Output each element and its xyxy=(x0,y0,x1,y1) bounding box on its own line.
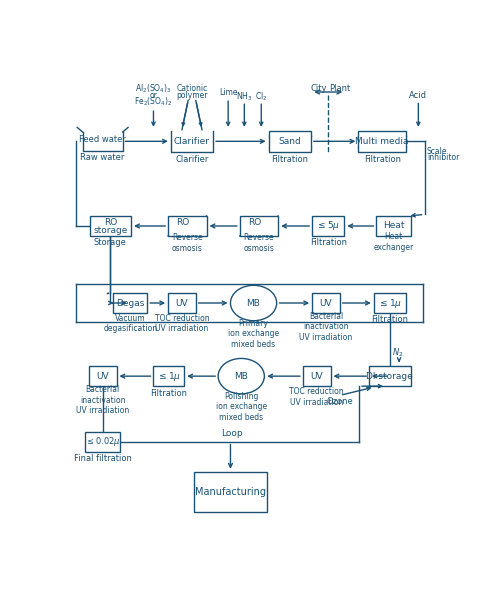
Text: Cationic: Cationic xyxy=(176,85,208,94)
Bar xyxy=(312,216,344,236)
Bar xyxy=(303,366,330,386)
Text: inhibitor: inhibitor xyxy=(427,153,459,162)
Bar xyxy=(154,366,184,386)
Text: Clarifier: Clarifier xyxy=(174,137,210,146)
Text: UV: UV xyxy=(96,371,109,380)
Bar xyxy=(89,366,116,386)
Text: DI storage: DI storage xyxy=(366,371,413,380)
Text: Filtration: Filtration xyxy=(364,155,401,164)
Bar xyxy=(369,366,410,386)
Text: UV: UV xyxy=(310,371,323,380)
Text: storage: storage xyxy=(93,226,128,235)
Bar xyxy=(168,216,207,236)
Text: Lime: Lime xyxy=(219,88,238,97)
Text: $N_2$: $N_2$ xyxy=(392,347,403,359)
Ellipse shape xyxy=(230,285,276,321)
Text: MB: MB xyxy=(246,298,261,307)
Text: TOC reduction
UV irradiation: TOC reduction UV irradiation xyxy=(155,314,209,334)
Text: UV: UV xyxy=(176,298,188,307)
Text: Loop: Loop xyxy=(221,430,243,439)
Text: MB: MB xyxy=(234,371,248,380)
Text: Feed water: Feed water xyxy=(79,135,126,144)
Bar xyxy=(113,293,147,313)
Text: $\leq 0.02\mu$: $\leq 0.02\mu$ xyxy=(85,435,121,448)
Text: $\mathregular{Fe_2(SO_4)_2}$: $\mathregular{Fe_2(SO_4)_2}$ xyxy=(135,96,173,108)
Text: $\leq 1\mu$: $\leq 1\mu$ xyxy=(378,296,402,310)
Text: Degas: Degas xyxy=(116,298,144,307)
Text: or: or xyxy=(150,91,158,100)
Text: RO: RO xyxy=(104,218,117,227)
Text: $\mathregular{Al_2(SO_4)_3}$: $\mathregular{Al_2(SO_4)_3}$ xyxy=(135,83,172,95)
Text: TOC reduction
UV irradiation: TOC reduction UV irradiation xyxy=(289,387,344,407)
Bar xyxy=(374,293,406,313)
Text: Acid: Acid xyxy=(409,91,427,100)
Text: Sand: Sand xyxy=(278,137,301,146)
Bar xyxy=(240,216,278,236)
Text: RO: RO xyxy=(247,218,261,227)
Text: RO: RO xyxy=(176,218,190,227)
Text: Primary
ion exchange
mixed beds: Primary ion exchange mixed beds xyxy=(228,319,279,349)
Text: Bacterial
inactivation
UV irradiation: Bacterial inactivation UV irradiation xyxy=(76,385,129,415)
Text: Reverse
osmosis: Reverse osmosis xyxy=(244,233,274,253)
Text: Clarifier: Clarifier xyxy=(175,155,209,164)
Text: polymer: polymer xyxy=(176,91,208,100)
Text: Heat
exchanger: Heat exchanger xyxy=(374,232,414,252)
Text: UV: UV xyxy=(320,298,332,307)
Ellipse shape xyxy=(218,358,264,394)
Text: Vacuum
degasification: Vacuum degasification xyxy=(103,314,158,334)
Text: $\leq 1\mu$: $\leq 1\mu$ xyxy=(157,370,181,383)
Text: Scale: Scale xyxy=(427,147,447,156)
Text: Raw water: Raw water xyxy=(81,153,125,162)
Text: Reverse
osmosis: Reverse osmosis xyxy=(172,233,203,253)
Text: Filtration: Filtration xyxy=(150,389,188,398)
Bar xyxy=(85,431,120,452)
Text: $\mathregular{Cl_2}$: $\mathregular{Cl_2}$ xyxy=(255,91,268,103)
Text: Filtration: Filtration xyxy=(271,155,308,164)
Bar xyxy=(377,216,411,236)
Text: Filtration: Filtration xyxy=(371,316,409,325)
Text: $\mathregular{NH_3}$: $\mathregular{NH_3}$ xyxy=(236,91,252,103)
Text: Plant: Plant xyxy=(329,85,351,94)
Bar xyxy=(269,131,311,152)
Text: City: City xyxy=(311,85,327,94)
Text: Polishing
ion exchange
mixed beds: Polishing ion exchange mixed beds xyxy=(216,392,267,422)
Bar xyxy=(312,293,340,313)
Bar xyxy=(194,472,267,512)
Text: Final filtration: Final filtration xyxy=(74,454,132,463)
Text: $\leq 5\mu$: $\leq 5\mu$ xyxy=(316,220,340,232)
Text: Multi media: Multi media xyxy=(355,137,409,146)
Bar xyxy=(89,216,131,236)
Text: Storage: Storage xyxy=(94,238,127,247)
Text: Heat: Heat xyxy=(383,221,405,230)
Text: Ozone: Ozone xyxy=(327,397,353,406)
Bar xyxy=(168,293,196,313)
Bar xyxy=(358,131,406,152)
Text: Manufacturing: Manufacturing xyxy=(195,487,266,497)
Text: Filtration: Filtration xyxy=(310,238,347,247)
Text: Bacterial
inactivation
UV irradiation: Bacterial inactivation UV irradiation xyxy=(300,312,353,342)
